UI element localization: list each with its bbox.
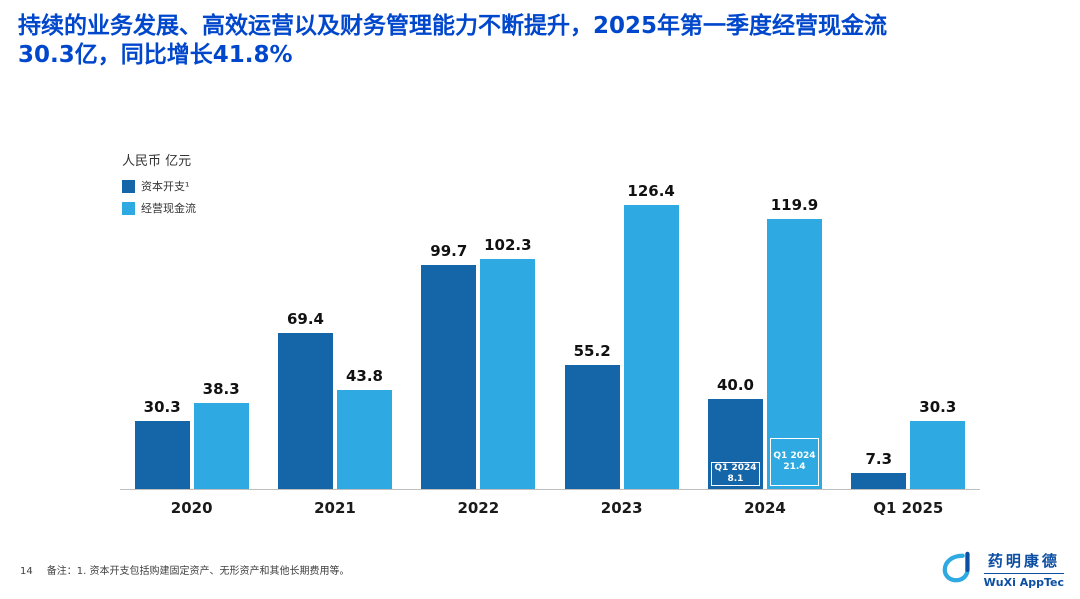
logo-text: 药明康德 WuXi AppTec: [983, 550, 1064, 589]
footer: 14 备注：1. 资本开支包括购建固定资产、无形资产和其他长期费用等。: [20, 562, 349, 577]
bar-series-1: [480, 258, 536, 489]
bar-series-0: [277, 332, 333, 489]
bar-series-0: Q1 2024 8.1: [707, 399, 763, 489]
wuxi-logo-icon: [939, 551, 977, 589]
bar-wrap: 55.2: [564, 341, 620, 489]
page-number: 14: [20, 566, 33, 577]
category-label: 2024: [744, 499, 786, 517]
slide-title: 持续的业务发展、高效运营以及财务管理能力不断提升，2025年第一季度经营现金流3…: [18, 13, 888, 69]
bar-wrap: 102.3: [480, 235, 536, 489]
category-label: Q1 2025: [873, 499, 944, 517]
bar-value-label: 69.4: [286, 309, 324, 328]
logo-cn: 药明康德: [987, 552, 1060, 570]
category-label: 2023: [600, 499, 643, 517]
unit-label: 人民币 亿元: [122, 154, 192, 169]
bar-wrap: 7.3: [851, 449, 907, 489]
bar-group-q1-2025: 7.3 30.3 Q1 2025: [851, 397, 966, 517]
bar-value-label: 30.3: [143, 397, 181, 416]
legend-item-capex: 资本开支¹: [122, 178, 196, 194]
bar-group-2022: 99.7 102.3 2022: [421, 235, 536, 517]
logo-divider: [983, 573, 1064, 574]
bar-value-label: 126.4: [627, 181, 675, 200]
bar-value-label: 43.8: [345, 367, 383, 386]
category-label: 2022: [457, 499, 500, 517]
footnote: 备注：1. 资本开支包括购建固定资产、无形资产和其他长期费用等。: [46, 566, 350, 577]
bar-series-1: [623, 204, 679, 489]
bar-wrap: 119.9 Q1 2024 21.4: [766, 196, 822, 489]
legend-item-operating-cash-flow: 经营现金流: [122, 200, 196, 216]
bar-wrap: 126.4: [623, 181, 679, 489]
category-label: 2020: [170, 499, 213, 517]
bar-series-0: [851, 472, 907, 489]
bar-value-label: 7.3: [865, 449, 893, 468]
bar-group-2020: 30.3 38.3 2020: [134, 379, 249, 517]
bar-series-0: [421, 264, 477, 489]
bar-group-2021: 69.4 43.8 2021: [277, 309, 392, 517]
category-label: 2021: [314, 499, 356, 517]
bar-series-1: Q1 2024 21.4: [766, 219, 822, 489]
bar-value-label: 38.3: [202, 379, 240, 398]
legend-label-capex: 资本开支¹: [141, 180, 190, 193]
bar-series-1: [336, 390, 392, 489]
q1-annotation: Q1 2024 8.1: [710, 462, 760, 486]
bar-wrap: 43.8: [336, 367, 392, 489]
bar-value-label: 102.3: [484, 235, 532, 254]
bar-value-label: 99.7: [430, 241, 468, 260]
bar-series-0: [564, 364, 620, 489]
bar-group-2024: 40.0 Q1 2024 8.1 119.9 Q1 2024 21.4 2024: [707, 196, 822, 517]
bar-wrap: 69.4: [277, 309, 333, 489]
bar-wrap: 30.3: [134, 397, 190, 489]
chart-legend: 人民币 亿元 资本开支¹ 经营现金流: [122, 150, 196, 222]
bar-wrap: 38.3: [193, 379, 249, 489]
bar-group-2023: 55.2 126.4 2023: [564, 181, 679, 517]
q1-annotation: Q1 2024 21.4: [769, 437, 819, 486]
legend-swatch-operating-cash-flow: [122, 201, 135, 215]
bar-value-label: 30.3: [919, 397, 957, 416]
bar-wrap: 30.3: [910, 397, 966, 489]
bar-series-1: [193, 402, 249, 489]
bar-chart: 30.3 38.3 2020 69.4 43.8 2021 99.7 102.3 2022 55.…: [120, 170, 980, 517]
legend-swatch-capex: [122, 179, 135, 193]
bar-value-label: 119.9: [770, 196, 819, 215]
legend-label-operating-cash-flow: 经营现金流: [141, 202, 196, 215]
logo-en: WuXi AppTec: [983, 576, 1064, 589]
bar-series-0: [134, 420, 190, 489]
bar-wrap: 40.0 Q1 2024 8.1: [707, 376, 763, 489]
bar-value-label: 40.0: [716, 376, 754, 394]
bar-wrap: 99.7: [421, 241, 477, 489]
wuxi-apptec-logo: 药明康德 WuXi AppTec: [939, 550, 1064, 589]
bar-series-1: [910, 420, 966, 489]
bar-value-label: 55.2: [573, 341, 611, 360]
